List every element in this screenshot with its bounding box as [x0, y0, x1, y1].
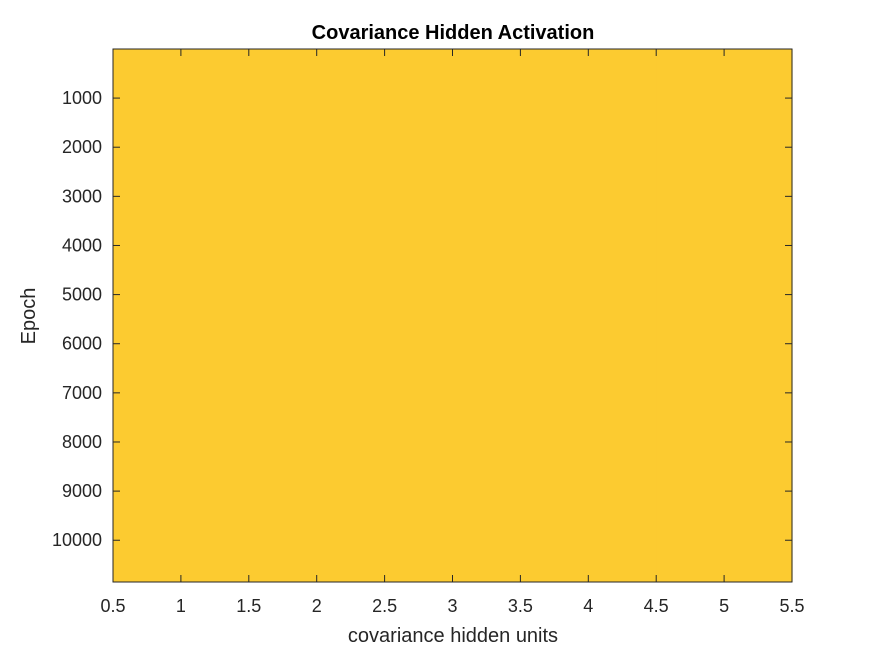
x-tick-label: 1: [176, 596, 186, 616]
x-tick-label: 0.5: [100, 596, 125, 616]
y-tick-label: 4000: [62, 235, 102, 255]
x-tick-label: 2.5: [372, 596, 397, 616]
y-tick-label: 1000: [62, 88, 102, 108]
heatmap-cell-unit-3: [384, 49, 521, 582]
heatmap-cell-unit-2: [248, 49, 386, 582]
heatmap-cells: [113, 49, 793, 582]
y-axis-title: Epoch: [18, 288, 40, 345]
x-axis-ticks: 0.5 1 1.5 2 2.5 3 3.5 4 4.5 5 5.5: [100, 49, 805, 616]
y-tick-label: 5000: [62, 285, 102, 305]
x-tick-label: 3: [447, 596, 457, 616]
y-tick-label: 10000: [52, 530, 102, 550]
chart-title: Covariance Hidden Activation: [312, 22, 595, 44]
x-axis-title: covariance hidden units: [348, 625, 558, 647]
x-tick-label: 3.5: [508, 596, 533, 616]
heatmap-cell-unit-5: [656, 49, 793, 582]
x-tick-label: 4.5: [644, 596, 669, 616]
y-tick-label: 3000: [62, 186, 102, 206]
y-tick-label: 9000: [62, 481, 102, 501]
heatmap-cell-unit-1: [113, 49, 250, 582]
y-axis-ticks: 1000 2000 3000 4000 5000 6000 7000 8000 9000 1000…: [52, 88, 792, 550]
y-tick-label: 7000: [62, 383, 102, 403]
x-tick-label: 2: [312, 596, 322, 616]
y-tick-label: 2000: [62, 137, 102, 157]
y-tick-label: 8000: [62, 432, 102, 452]
x-tick-label: 5.5: [779, 596, 804, 616]
y-tick-label: 6000: [62, 334, 102, 354]
heatmap-cell-unit-4: [520, 49, 657, 582]
x-tick-label: 4: [583, 596, 593, 616]
x-tick-label: 5: [719, 596, 729, 616]
x-tick-label: 1.5: [236, 596, 261, 616]
